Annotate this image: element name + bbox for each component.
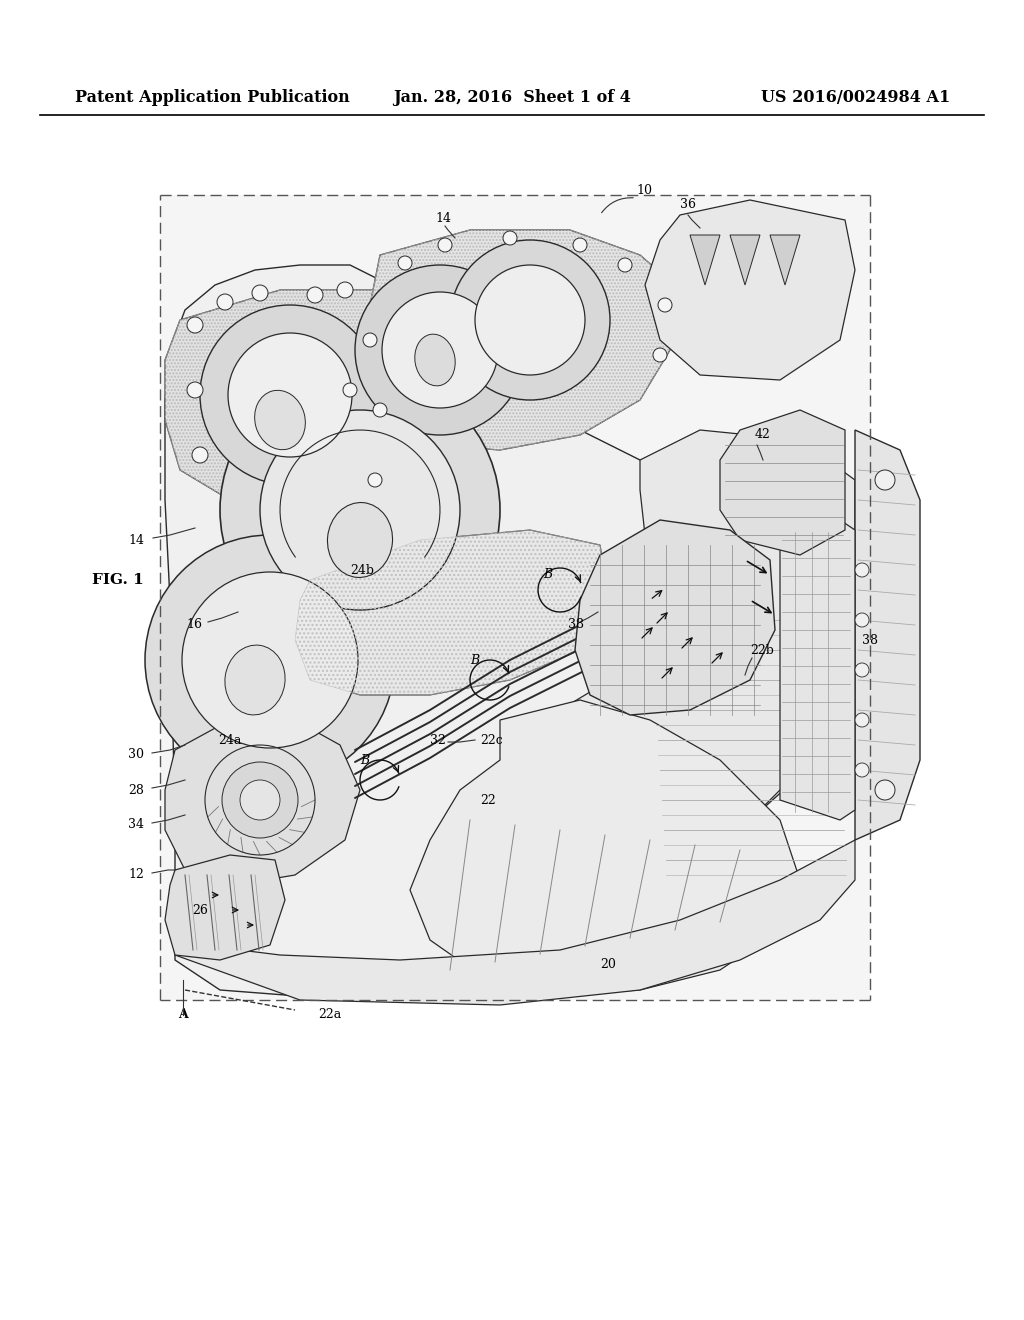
Circle shape bbox=[187, 381, 203, 399]
Text: 38: 38 bbox=[862, 634, 878, 647]
Circle shape bbox=[382, 292, 498, 408]
Circle shape bbox=[368, 473, 382, 487]
Polygon shape bbox=[730, 235, 760, 285]
Circle shape bbox=[193, 447, 208, 463]
Circle shape bbox=[337, 282, 353, 298]
Circle shape bbox=[398, 256, 412, 271]
Text: B: B bbox=[544, 569, 553, 582]
Ellipse shape bbox=[328, 503, 392, 577]
Circle shape bbox=[450, 240, 610, 400]
Text: 32: 32 bbox=[430, 734, 445, 747]
Text: 38: 38 bbox=[568, 619, 584, 631]
Polygon shape bbox=[165, 265, 855, 1001]
Text: 34: 34 bbox=[128, 818, 144, 832]
Text: 14: 14 bbox=[128, 533, 144, 546]
Polygon shape bbox=[780, 520, 855, 820]
Circle shape bbox=[475, 265, 585, 375]
Polygon shape bbox=[490, 430, 855, 880]
Text: 20: 20 bbox=[600, 958, 615, 972]
Text: 24b: 24b bbox=[350, 564, 374, 577]
Circle shape bbox=[220, 370, 500, 649]
Circle shape bbox=[855, 663, 869, 677]
Circle shape bbox=[182, 572, 358, 748]
Polygon shape bbox=[295, 531, 610, 696]
Circle shape bbox=[658, 298, 672, 312]
Circle shape bbox=[260, 411, 460, 610]
Text: 42: 42 bbox=[755, 429, 771, 441]
Text: Jan. 28, 2016  Sheet 1 of 4: Jan. 28, 2016 Sheet 1 of 4 bbox=[393, 90, 631, 107]
Text: 28: 28 bbox=[128, 784, 144, 796]
Text: US 2016/0024984 A1: US 2016/0024984 A1 bbox=[761, 90, 950, 107]
Text: 12: 12 bbox=[128, 869, 144, 882]
Polygon shape bbox=[410, 700, 800, 995]
Circle shape bbox=[187, 317, 203, 333]
Polygon shape bbox=[365, 230, 680, 450]
Text: 22b: 22b bbox=[750, 644, 774, 656]
Circle shape bbox=[217, 294, 233, 310]
Circle shape bbox=[373, 403, 387, 417]
Circle shape bbox=[874, 470, 895, 490]
Polygon shape bbox=[165, 290, 460, 500]
Text: FIG. 1: FIG. 1 bbox=[92, 573, 144, 587]
Polygon shape bbox=[165, 719, 360, 884]
Text: B: B bbox=[470, 653, 479, 667]
Ellipse shape bbox=[255, 391, 305, 450]
Circle shape bbox=[855, 564, 869, 577]
Polygon shape bbox=[855, 430, 920, 840]
Text: 14: 14 bbox=[435, 211, 451, 224]
Polygon shape bbox=[690, 235, 720, 285]
Circle shape bbox=[874, 780, 895, 800]
Text: A: A bbox=[178, 1008, 187, 1020]
Polygon shape bbox=[645, 201, 855, 380]
Polygon shape bbox=[575, 520, 775, 715]
Text: Patent Application Publication: Patent Application Publication bbox=[75, 90, 350, 107]
Circle shape bbox=[343, 383, 357, 397]
Polygon shape bbox=[165, 855, 285, 960]
Text: 22c: 22c bbox=[480, 734, 503, 747]
Circle shape bbox=[200, 305, 380, 484]
Circle shape bbox=[618, 257, 632, 272]
Text: 22a: 22a bbox=[318, 1008, 342, 1020]
Text: 30: 30 bbox=[128, 748, 144, 762]
Circle shape bbox=[145, 535, 395, 785]
Ellipse shape bbox=[225, 645, 285, 715]
Text: 22: 22 bbox=[480, 793, 496, 807]
Circle shape bbox=[573, 238, 587, 252]
Circle shape bbox=[855, 612, 869, 627]
Polygon shape bbox=[175, 840, 855, 1005]
Circle shape bbox=[355, 265, 525, 436]
Circle shape bbox=[653, 348, 667, 362]
Circle shape bbox=[855, 713, 869, 727]
Text: 26: 26 bbox=[193, 903, 208, 916]
Text: B: B bbox=[360, 754, 370, 767]
Text: 36: 36 bbox=[680, 198, 696, 211]
Circle shape bbox=[252, 285, 268, 301]
Text: 10: 10 bbox=[636, 183, 652, 197]
Circle shape bbox=[855, 763, 869, 777]
Circle shape bbox=[503, 231, 517, 246]
Circle shape bbox=[438, 238, 452, 252]
Polygon shape bbox=[770, 235, 800, 285]
Circle shape bbox=[228, 333, 352, 457]
Circle shape bbox=[240, 780, 280, 820]
Ellipse shape bbox=[415, 334, 456, 385]
Circle shape bbox=[362, 333, 377, 347]
Text: 16: 16 bbox=[186, 619, 202, 631]
Polygon shape bbox=[160, 195, 870, 1001]
Circle shape bbox=[222, 762, 298, 838]
Text: 24a: 24a bbox=[218, 734, 242, 747]
Circle shape bbox=[307, 286, 323, 304]
Polygon shape bbox=[720, 411, 845, 554]
